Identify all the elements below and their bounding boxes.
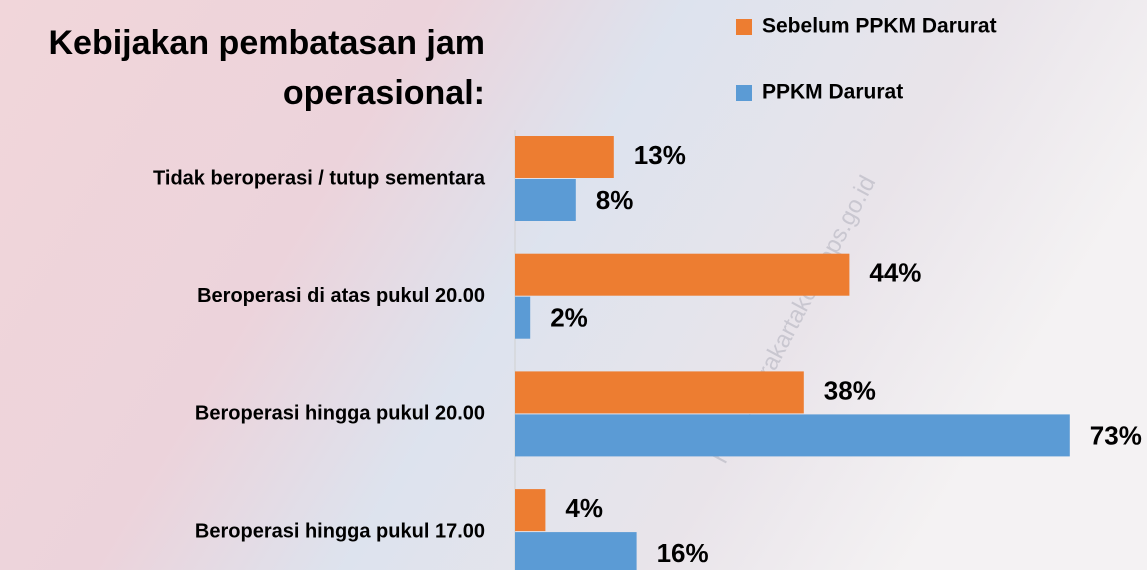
legend-swatch: [736, 85, 752, 101]
bar: [515, 414, 1070, 457]
value-label: 16%: [657, 538, 709, 568]
legend-label: PPKM Darurat: [762, 81, 903, 104]
category-label: Beroperasi hingga pukul 17.00: [195, 520, 485, 542]
chart-title: operasional:: [283, 74, 485, 112]
chart-title: Kebijakan pembatasan jam: [48, 24, 485, 62]
value-label: 4%: [565, 493, 603, 523]
value-label: 13%: [634, 140, 686, 170]
value-label: 38%: [824, 375, 876, 405]
legend-label: Sebelum PPKM Darurat: [762, 15, 997, 38]
bar: [515, 371, 804, 414]
category-label: Beroperasi di atas pukul 20.00: [197, 285, 485, 307]
bar: [515, 136, 614, 178]
bar: [515, 253, 850, 296]
bar: [515, 296, 531, 339]
value-label: 2%: [550, 303, 588, 333]
bar: [515, 532, 637, 570]
bar: [515, 489, 546, 532]
category-label: Tidak beroperasi / tutup sementara: [153, 167, 486, 189]
value-label: 44%: [869, 258, 921, 288]
value-label: 8%: [596, 185, 634, 215]
bar: [515, 179, 576, 221]
value-label: 73%: [1090, 420, 1142, 450]
category-label: Beroperasi hingga pukul 20.00: [195, 403, 485, 425]
legend-swatch: [736, 19, 752, 35]
